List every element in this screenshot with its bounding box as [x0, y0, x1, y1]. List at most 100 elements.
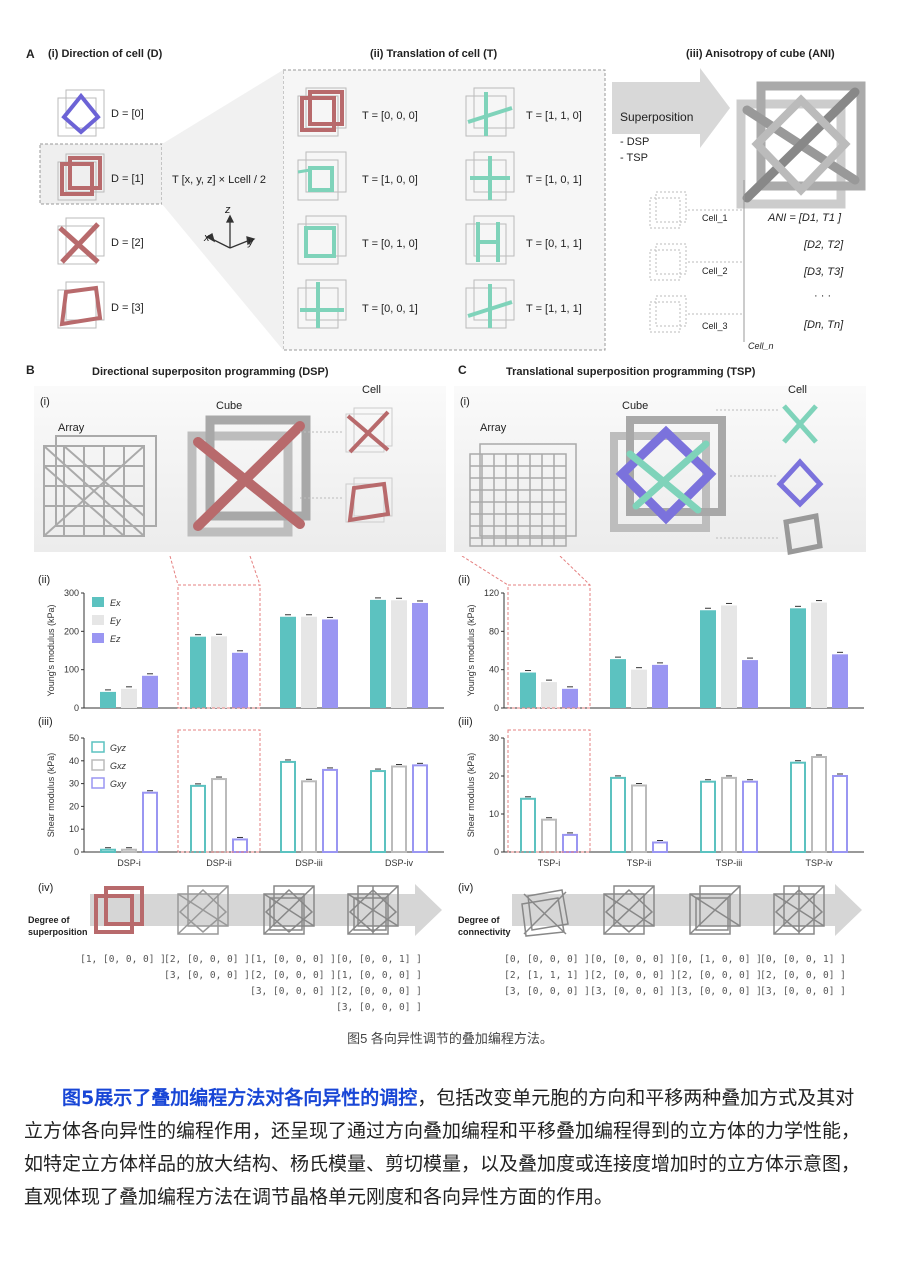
tsp-shear-bar — [700, 780, 716, 853]
panel-a-ii-title: (ii) Translation of cell (T) — [370, 48, 498, 60]
tsp-iv-1-icon — [521, 889, 569, 937]
tsp-shear-bar — [811, 756, 827, 853]
panel-c-letter: C — [458, 363, 467, 377]
tsp-shear-highlight-box — [507, 729, 591, 853]
translation-label-0: T = [0, 0, 0] — [362, 110, 418, 122]
direction-label-1: D = [1] — [111, 173, 144, 185]
dsp-shear-bar — [100, 848, 116, 854]
dsp-shear-bar — [391, 765, 407, 853]
tsp-young-ytick-label: 40 — [489, 665, 499, 675]
tsp-young-bar — [541, 682, 557, 708]
tsp-young-bar — [832, 654, 848, 708]
method-tsp: - TSP — [620, 152, 648, 164]
tsp-young-bar — [631, 669, 647, 708]
tsp-shear-ytick-label: 20 — [489, 771, 499, 781]
dsp-young-bar — [190, 636, 206, 708]
tsp-shear-bar — [832, 775, 848, 853]
tsp-iv-4-icon — [773, 885, 825, 935]
dsp-shear-category-label: DSP-ii — [206, 858, 232, 868]
panel-a-iii-title: (iii) Anisotropy of cube (ANI) — [686, 48, 835, 60]
tsp-degree-label: Degree of connectivity — [458, 915, 511, 937]
tsp-shear-bar — [631, 784, 647, 853]
dsp-shear-ytick-label: 0 — [74, 847, 79, 857]
axis-y-label: y — [248, 236, 254, 248]
translation-label-4: T = [1, 1, 0] — [526, 110, 582, 122]
tsp-iii-label: (iii) — [458, 716, 473, 728]
cell-3-label: Cell_3 — [702, 321, 728, 331]
cube-t000-icon — [297, 87, 347, 137]
cell-1-label: Cell_1 — [702, 213, 728, 223]
tsp-shear-bar — [610, 776, 626, 853]
tsp-code-4: [0, [0, 0, 1] ] [2, [0, 0, 0] ] [3, [0, 0,… — [760, 954, 846, 997]
ani-row-1: ANI = [D1, T1 ] — [768, 212, 842, 224]
tsp-cube-icon — [610, 416, 726, 532]
dsp-shear-highlight-box — [177, 729, 261, 853]
cell-2-label: Cell_2 — [702, 266, 728, 276]
dsp-iv-2-icon — [177, 885, 229, 935]
tsp-shear-bar — [790, 761, 806, 853]
tsp-shear-bar — [721, 776, 737, 853]
zoom-link-line — [169, 556, 179, 586]
paragraph-highlight: 图5展示了叠加编程方法对各向异性的调控 — [62, 1087, 418, 1109]
dsp-shear-bar — [280, 760, 296, 853]
tsp-young-bar — [721, 605, 737, 708]
dsp-young-bar — [391, 600, 407, 708]
dsp-shear-legend-swatch — [91, 777, 105, 789]
dsp-code-3: [1, [0, 0, 0] ] [2, [0, 0, 0] ] [3, [0, 0,… — [250, 954, 336, 997]
tsp-young-highlight-box — [507, 584, 591, 709]
dsp-shear-ytick-label: 30 — [69, 779, 79, 789]
tsp-cell-x-icon — [782, 404, 818, 444]
dsp-shear-legend-label: Gyz — [110, 743, 127, 753]
body-paragraph: 图5展示了叠加编程方法对各向异性的调控，包括改变单元胞的方向和平移两种叠加方式及… — [24, 1082, 866, 1214]
ani-row-3: [D3, T3] — [804, 266, 844, 278]
ani-cube-icon — [736, 81, 866, 209]
dsp-young-ytick-label: 300 — [64, 588, 79, 598]
panel-a-graphics — [39, 68, 866, 351]
tsp-shear-ytick-label: 0 — [494, 847, 499, 857]
tsp-iv-2-icon — [603, 885, 655, 935]
dsp-shear-bar — [211, 778, 227, 853]
dsp-shear-ytick-label: 10 — [69, 824, 79, 834]
zoom-wedge — [162, 70, 283, 350]
tsp-cell-label: Cell — [788, 384, 807, 396]
translation-label-2: T = [0, 1, 0] — [362, 238, 418, 250]
panel-i-graphics — [43, 404, 824, 555]
superposition-label: Superposition — [620, 110, 694, 124]
dsp-degree-label: Degree of superposition — [28, 915, 88, 937]
dsp-shear-bar — [142, 791, 158, 853]
tsp-young-bar — [700, 610, 716, 708]
tsp-young-bar — [652, 664, 668, 708]
tsp-cell-grey-icon — [783, 513, 823, 555]
dsp-young-bar — [322, 619, 338, 708]
dsp-cell-label: Cell — [362, 384, 381, 396]
tsp-young-bar — [520, 672, 536, 708]
dsp-young-legend-label: Ey — [110, 616, 121, 626]
cube-d1-icon — [57, 153, 105, 201]
tsp-cube-label: Cube — [622, 400, 649, 412]
panel-a-i-title: (i) Direction of cell (D) — [48, 48, 163, 60]
tsp-shear-bar — [742, 780, 758, 853]
cube-d3-icon — [57, 281, 105, 329]
tsp-shear-category-label: TSP-iii — [716, 858, 743, 868]
tsp-shear-category-label: TSP-ii — [627, 858, 652, 868]
figure-caption: 图5 各向异性调节的叠加编程方法。 — [347, 1031, 553, 1046]
dsp-young-legend-swatch — [92, 615, 104, 625]
dsp-iv-1-icon — [94, 886, 144, 934]
dsp-shear-bar — [232, 838, 248, 853]
dsp-cell-x-icon — [345, 407, 393, 454]
dsp-young-bar — [301, 616, 317, 708]
ani-row-2: [D2, T2] — [804, 239, 844, 251]
tsp-iv-3-icon — [689, 885, 741, 935]
tsp-shear-ylabel: Shear modulus (kPa) — [466, 753, 476, 838]
dsp-shear-category-label: DSP-iii — [295, 858, 323, 868]
tsp-young-bar — [790, 608, 806, 708]
ani-cell-1-icon — [649, 191, 687, 229]
dsp-shear-bar — [322, 768, 338, 853]
dsp-shear-bar — [190, 784, 206, 854]
tsp-code-1: [0, [0, 0, 0] ] [2, [1, 1, 1] ] [3, [0, 0,… — [504, 954, 590, 997]
axis-x-label: x — [204, 232, 210, 244]
tsp-young-bar — [562, 688, 578, 708]
axes-icon — [205, 214, 256, 249]
dsp-young-bar — [280, 616, 296, 708]
tsp-code-2: [0, [0, 0, 0] ] [2, [0, 0, 0] ] [3, [0, 0,… — [590, 954, 676, 997]
